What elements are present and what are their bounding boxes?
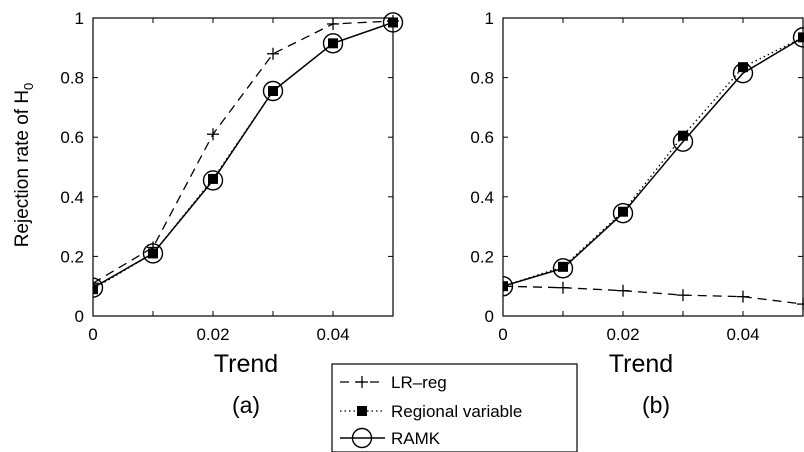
data-point-dashed-plus (677, 289, 689, 302)
y-tick-label: 1 (485, 9, 494, 28)
data-point-dotted-square (558, 261, 568, 272)
data-point-dotted-square (678, 130, 688, 141)
y-tick-label: 0 (75, 307, 84, 326)
plot-area-b (502, 17, 804, 317)
y-tick-label: 0.2 (60, 247, 84, 266)
y-tick-label: 0 (485, 307, 494, 326)
data-point-solid-circle (262, 80, 284, 102)
data-point-solid-circle (93, 277, 104, 298)
x-tick-label: 0.02 (196, 325, 229, 344)
data-point-dotted-square (208, 173, 218, 184)
data-point-solid-circle (382, 12, 404, 33)
data-point-dashed-plus (617, 284, 629, 297)
data-point-dotted-square (798, 32, 804, 43)
data-point-dashed-plus (557, 281, 569, 294)
panel-label: (b) (642, 392, 670, 418)
data-point-dashed-plus (327, 17, 339, 30)
y-tick-label: 0.2 (470, 247, 494, 266)
y-axis-label-main: Rejection rate of H (12, 90, 33, 247)
data-point-solid-circle (503, 276, 514, 297)
data-point-dashed-plus (737, 290, 749, 303)
series-line-solid-circle (503, 36, 804, 287)
data-point-solid-circle (142, 243, 164, 264)
y-tick-label: 0.6 (60, 128, 84, 147)
x-axis-label: Trend (609, 350, 673, 378)
series-line-dashed-plus (503, 285, 804, 305)
y-tick-label: 0.4 (470, 188, 494, 207)
chart-panel-a: 0 0.2 0.4 0.6 0.8 1 0 0.02 0.04 Trend Rejection ra… (12, 9, 404, 418)
x-tick-label: 0.04 (316, 325, 349, 344)
legend: LR–reg Regional variable RAMK (331, 363, 578, 452)
data-point-dashed-plus (93, 277, 99, 290)
data-point-solid-circle (732, 62, 754, 84)
panel-label: (a) (232, 392, 260, 418)
data-point-dotted-square (93, 284, 98, 295)
legend-label: Regional variable (391, 402, 522, 421)
data-point-dashed-plus (207, 128, 219, 141)
data-point-solid-circle (552, 258, 574, 279)
data-point-solid-circle (202, 170, 224, 191)
plot-area-a (92, 17, 394, 317)
y-tick-label: 1 (75, 9, 84, 28)
chart-panel-b: 0 0.2 0.4 0.6 0.8 1 0 0.02 0.04 Trend (b) (470, 9, 804, 418)
series-line-solid-circle (93, 21, 394, 289)
series-line-dotted-square (503, 36, 804, 287)
series-line-dashed-plus (93, 20, 394, 284)
legend-label: RAMK (391, 429, 441, 448)
legend-marker-dotted-square (357, 406, 367, 416)
data-point-solid-circle (792, 27, 804, 48)
x-tick-label: 0 (498, 325, 507, 344)
y-tick-label: 0.4 (60, 188, 84, 207)
x-tick-label: 0.04 (726, 325, 759, 344)
data-point-dashed-plus (797, 298, 804, 311)
series-line-dotted-square (93, 21, 394, 290)
y-tick-label: 0.8 (60, 69, 84, 88)
legend-label: LR–reg (391, 373, 447, 392)
legend-marker-solid-circle (351, 427, 373, 449)
y-tick-label: 0.8 (470, 69, 494, 88)
x-tick-label: 0.02 (606, 325, 639, 344)
y-axis-label-sub: 0 (21, 83, 36, 90)
y-axis-label: Rejection rate of H0 (12, 83, 36, 248)
x-tick-label: 0 (88, 325, 97, 344)
y-tick-label: 0.6 (470, 128, 494, 147)
data-point-dotted-square (618, 206, 628, 217)
legend-marker-dashed-plus (356, 376, 368, 388)
data-point-solid-circle (612, 202, 634, 224)
data-point-solid-circle (322, 33, 344, 54)
x-axis-label: Trend (214, 350, 278, 378)
data-point-solid-circle (672, 131, 694, 152)
data-point-dotted-square (738, 62, 748, 73)
data-point-dashed-plus (267, 47, 279, 60)
